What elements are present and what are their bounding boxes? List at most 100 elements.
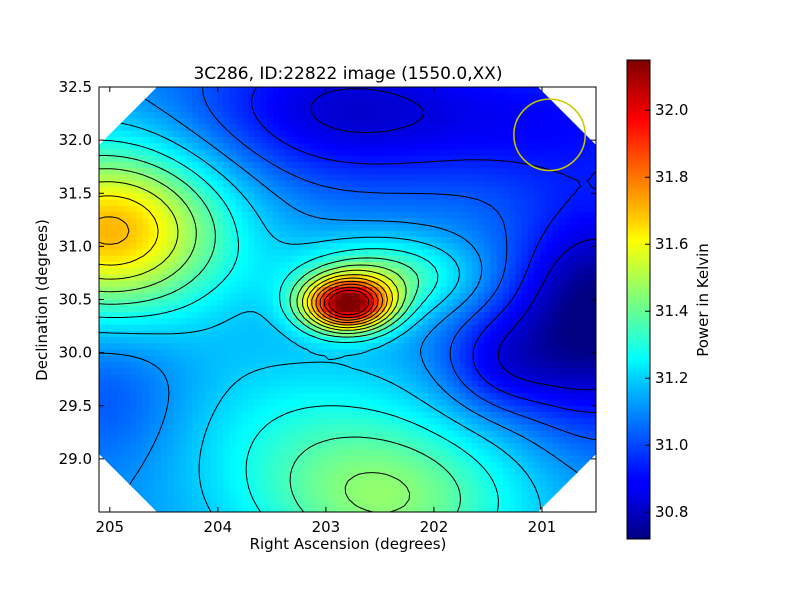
heatmap-cell [446,143,454,151]
heatmap-cell [490,230,498,238]
heatmap-cell [335,212,342,219]
heatmap-cell [558,368,566,376]
heatmap-cell [272,212,280,219]
heatmap-cell [322,380,330,388]
heatmap-cell [440,462,448,469]
heatmap-cell [123,368,131,376]
heatmap-cell [204,93,212,101]
heatmap-cell [130,312,137,319]
heatmap-cell [161,293,168,301]
heatmap-cell [335,312,342,319]
heatmap-cell [192,293,199,301]
heatmap-cell [130,418,137,426]
heatmap-cell [577,318,585,326]
heatmap-cell [415,349,423,357]
heatmap-cell [390,287,398,294]
heatmap-cell [173,455,181,463]
heatmap-cell [490,287,498,294]
heatmap-cell [272,155,280,163]
heatmap-cell [105,249,113,257]
heatmap-cell [465,449,473,457]
heatmap-cell [471,405,479,413]
heatmap-cell [527,355,535,363]
heatmap-cell [527,262,535,269]
heatmap-cell [564,443,572,451]
heatmap-cell [167,174,175,182]
heatmap-cell [322,112,330,119]
heatmap-cell [235,218,243,226]
heatmap-cell [328,205,336,213]
heatmap-cell [142,337,150,344]
heatmap-cell [154,199,162,207]
heatmap-cell [229,299,237,307]
heatmap-cell [291,155,299,163]
heatmap-cell [577,312,585,319]
heatmap-cell [558,430,566,438]
heatmap-cell [229,237,237,244]
heatmap-cell [179,168,187,176]
heatmap-cell [390,230,398,238]
heatmap-cell [459,437,467,444]
heatmap-cell [254,305,262,313]
heatmap-cell [490,462,498,469]
heatmap-cell [291,337,299,344]
heatmap-cell [459,293,467,301]
heatmap-cell [390,143,398,151]
heatmap-cell [428,149,436,157]
heatmap-cell [490,268,498,276]
heatmap-cell [477,424,485,432]
heatmap-cell [459,262,467,269]
heatmap-cell [123,162,131,169]
heatmap-cell [229,312,237,319]
heatmap-cell [403,268,411,276]
heatmap-cell [502,380,510,388]
heatmap-cell [229,318,237,326]
heatmap-cell [335,187,342,194]
heatmap-cell [558,174,566,182]
heatmap-cell [254,368,262,376]
heatmap-cell [490,355,498,363]
heatmap-cell [403,162,411,169]
heatmap-cell [154,168,162,176]
heatmap-cell [223,318,231,326]
heatmap-cell [254,93,262,101]
heatmap-cell [347,430,355,438]
heatmap-cell [254,99,262,107]
heatmap-cell [484,393,491,401]
heatmap-cell [384,149,392,157]
heatmap-cell [484,168,491,176]
heatmap-cell [415,243,423,251]
heatmap-cell [440,362,448,369]
heatmap-cell [123,187,131,194]
heatmap-cell [241,287,249,294]
heatmap-cell [446,187,454,194]
heatmap-cell [397,362,405,369]
heatmap-cell [198,412,206,419]
heatmap-cell [173,243,181,251]
heatmap-cell [484,205,491,213]
heatmap-cell [359,224,367,232]
heatmap-cell [552,274,560,282]
heatmap-cell [453,430,460,438]
heatmap-cell [217,462,224,469]
heatmap-cell [409,299,417,307]
heatmap-cell [533,287,541,294]
heatmap-cell [459,287,467,294]
heatmap-cell [210,462,218,469]
heatmap-cell [415,380,423,388]
heatmap-cell [235,199,243,207]
heatmap-cell [422,105,429,113]
heatmap-cell [440,437,448,444]
heatmap-cell [484,249,491,257]
heatmap-cell [409,87,417,94]
heatmap-cell [583,180,591,188]
heatmap-cell [297,112,305,119]
heatmap-cell [161,105,168,113]
heatmap-cell [154,468,162,476]
heatmap-cell [577,443,585,451]
heatmap-cell [167,368,175,376]
heatmap-cell [111,412,119,419]
heatmap-cell [446,237,454,244]
heatmap-cell [533,455,541,463]
heatmap-cell [148,162,156,169]
